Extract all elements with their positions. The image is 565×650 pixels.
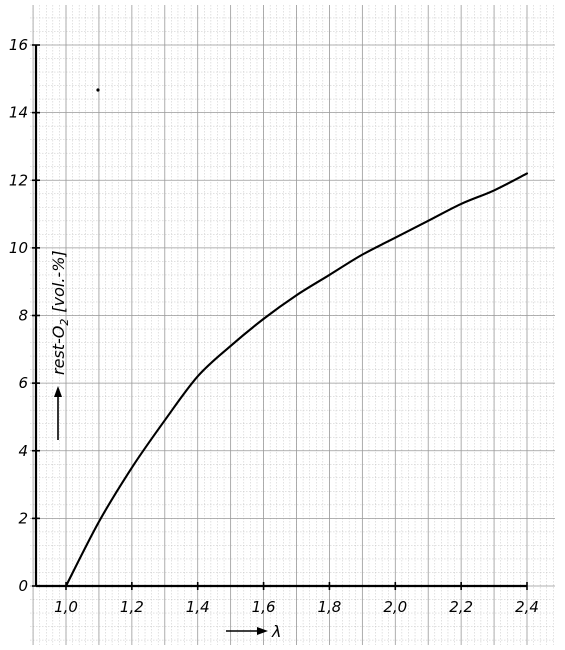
x-tick-label: 1,8 xyxy=(317,598,341,616)
x-tick-label: 1,6 xyxy=(252,598,276,616)
x-tick-label: 1,0 xyxy=(54,598,78,616)
y-axis-label-main: rest-O xyxy=(49,326,68,375)
x-tick-label: 1,4 xyxy=(186,598,210,616)
x-tick-label: 2,2 xyxy=(449,598,473,616)
plot-area xyxy=(64,172,529,588)
x-tick-label: 2,0 xyxy=(383,598,407,616)
y-axis-label: rest-O2 [vol.-%] xyxy=(49,250,71,375)
y-axis-label-subscript: 2 xyxy=(58,319,71,326)
y-tick-label: 16 xyxy=(9,36,28,54)
y-axis-label-unit: [vol.-%] xyxy=(49,250,68,312)
x-tick-label: 1,2 xyxy=(120,598,144,616)
y-tick-label: 14 xyxy=(9,104,28,122)
y-tick-label: 8 xyxy=(18,307,28,325)
stray-dot xyxy=(96,88,100,92)
y-tick-label: 6 xyxy=(18,374,28,392)
y-tick-label: 12 xyxy=(9,171,28,189)
y-tick-label: 10 xyxy=(9,239,28,257)
grid xyxy=(30,5,555,645)
axis-ticks: 0 2 4 6 8 10 12 14 16 1,0 1,2 1,4 1,6 1,8 2,0 2,2 2,4 xyxy=(9,36,539,616)
x-axis-label: λ xyxy=(271,622,281,641)
x-tick-label: 2,4 xyxy=(515,598,539,616)
y-tick-label: 4 xyxy=(18,442,28,460)
y-tick-label: 2 xyxy=(18,509,28,527)
x-axis-arrow-head xyxy=(257,627,268,635)
y-axis-arrow-head xyxy=(54,386,62,397)
y-tick-label: 0 xyxy=(18,577,28,595)
series-line xyxy=(64,172,529,588)
